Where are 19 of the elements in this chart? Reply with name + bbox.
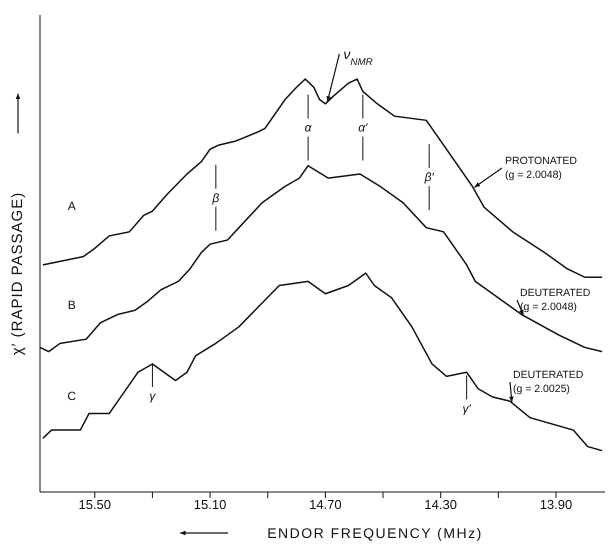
y-axis-title: χ′ (RAPID PASSAGE): [8, 192, 26, 356]
annotation: γ′: [462, 402, 472, 416]
x-tick-label: 14.70: [309, 497, 342, 512]
x-tick-label: 15.10: [194, 497, 226, 512]
annotation: α: [304, 120, 313, 135]
x-axis-title: ENDOR FREQUENCY (MHz): [267, 525, 483, 541]
annotation: β′: [424, 170, 434, 184]
annotation: C: [67, 389, 76, 404]
text: PROTONATED (g = 2.0048): [505, 155, 578, 181]
series-label: DEUTERATED (g = 2.0025): [513, 369, 584, 395]
annotation: B: [68, 298, 76, 312]
annotation: ν$_{NMR}$: [343, 46, 373, 68]
annotation: α′: [358, 120, 368, 135]
x-tick-label: 13.90: [540, 497, 572, 512]
x-tick-label: 14.30: [424, 497, 457, 512]
annotation: γ: [149, 389, 156, 404]
x-tick-label: 15.50: [78, 497, 112, 512]
annotation: A: [68, 199, 76, 214]
annotation: β: [211, 190, 220, 205]
